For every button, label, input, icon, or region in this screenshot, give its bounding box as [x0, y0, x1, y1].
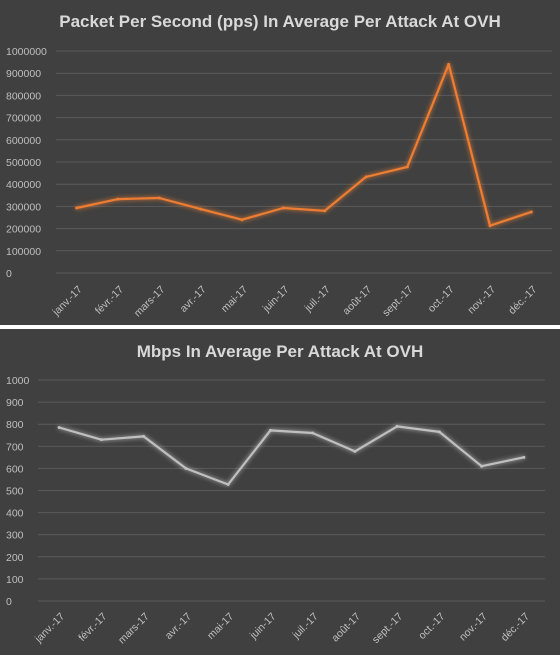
mbps-y-tick-label: 200 [6, 552, 24, 564]
pps-data-point [529, 210, 533, 214]
pps-x-tick-label: févr.-17 [93, 284, 126, 317]
pps-data-point [323, 209, 327, 213]
mbps-y-tick-label: 0 [6, 596, 12, 608]
mbps-y-tick-label: 100 [6, 574, 24, 586]
pps-chart-plot: 0 100000 200000 300000 400000 500000 600000 700… [6, 46, 552, 320]
pps-x-tick-label: sept.-17 [380, 284, 415, 319]
mbps-x-tick-label: oct.-17 [416, 611, 447, 642]
mbps-y-tick-label: 700 [6, 441, 24, 453]
mbps-x-tick-label: déc.-17 [499, 611, 532, 644]
mbps-data-point [311, 431, 315, 435]
pps-data-point [488, 224, 492, 228]
pps-x-tick-label: juin-17 [260, 284, 292, 316]
mbps-data-point [226, 483, 230, 487]
mbps-x-tick-label: sept.-17 [370, 611, 405, 646]
mbps-y-tick-label: 400 [6, 508, 24, 520]
pps-y-tick-label: 0 [6, 268, 12, 280]
pps-y-tick-label: 300000 [6, 201, 41, 213]
pps-chart-panel: Packet Per Second (pps) In Average Per A… [0, 0, 560, 325]
pps-x-tick-label: oct.-17 [426, 284, 457, 315]
mbps-y-tick-label: 500 [6, 486, 24, 498]
pps-data-point [240, 218, 244, 222]
mbps-y-tick-label: 600 [6, 463, 24, 475]
pps-y-tick-label: 200000 [6, 224, 41, 236]
pps-x-tick-label: déc.-17 [506, 284, 539, 317]
mbps-x-tick-label: juin-17 [247, 611, 279, 643]
pps-y-tick-label: 900000 [6, 68, 41, 80]
pps-series-line [75, 63, 533, 227]
pps-y-tick-label: 400000 [6, 179, 41, 191]
mbps-x-tick-label: févr.-17 [76, 611, 109, 644]
pps-x-tick-label: avr.-17 [178, 284, 209, 315]
mbps-data-point [522, 455, 526, 459]
pps-y-tick-label: 700000 [6, 113, 41, 125]
pps-x-tick-label: nov.-17 [465, 284, 498, 317]
mbps-data-point [99, 438, 103, 442]
mbps-chart-panel: Mbps In Average Per Attack At OVH 0 100 20… [0, 329, 560, 655]
mbps-data-point [395, 424, 399, 428]
pps-x-tick-label: juil.-17 [302, 284, 333, 315]
mbps-y-tick-label: 300 [6, 530, 24, 542]
pps-data-point [447, 62, 451, 66]
mbps-data-point [142, 434, 146, 438]
mbps-data-point [57, 426, 61, 430]
mbps-y-tick-label: 900 [6, 397, 24, 409]
pps-x-tick-label: août-17 [340, 284, 374, 318]
pps-data-point [116, 197, 120, 201]
mbps-chart-plot: 0 100 200 300 400 500 600 700 800 900 1000 janv.-17… [6, 375, 545, 647]
pps-chart-title: Packet Per Second (pps) In Average Per A… [59, 12, 501, 31]
pps-y-tick-label: 600000 [6, 135, 41, 147]
mbps-x-tick-label: juil.-17 [290, 611, 321, 642]
pps-y-tick-label: 800000 [6, 90, 41, 102]
mbps-chart-title: Mbps In Average Per Attack At OVH [136, 342, 424, 361]
mbps-x-tick-label: avr.-17 [163, 611, 194, 642]
mbps-data-point [268, 428, 272, 432]
mbps-y-tick-label: 1000 [6, 375, 30, 387]
mbps-data-point [184, 466, 188, 470]
pps-data-point [157, 196, 161, 200]
pps-y-tick-label: 100000 [6, 246, 41, 258]
pps-x-tick-label: janv.-17 [50, 284, 85, 319]
mbps-x-tick-label: mai-17 [205, 611, 236, 642]
pps-data-point [281, 206, 285, 210]
pps-data-point [75, 206, 79, 210]
mbps-data-point [437, 430, 441, 434]
pps-x-tick-label: mars-17 [132, 284, 168, 320]
pps-data-point [364, 175, 368, 179]
pps-data-point [199, 207, 203, 211]
mbps-data-point [480, 464, 484, 468]
pps-y-tick-label: 500000 [6, 157, 41, 169]
pps-y-tick-label: 1000000 [6, 46, 47, 58]
mbps-x-tick-label: janv.-17 [32, 611, 67, 646]
mbps-data-point [353, 449, 357, 453]
mbps-x-tick-label: mars-17 [116, 611, 152, 647]
pps-x-tick-label: mai-17 [219, 284, 250, 315]
pps-data-point [405, 165, 409, 169]
mbps-y-tick-label: 800 [6, 419, 24, 431]
mbps-x-tick-label: août-17 [329, 611, 363, 645]
mbps-series-line [57, 425, 526, 486]
mbps-x-tick-label: nov.-17 [457, 611, 490, 644]
